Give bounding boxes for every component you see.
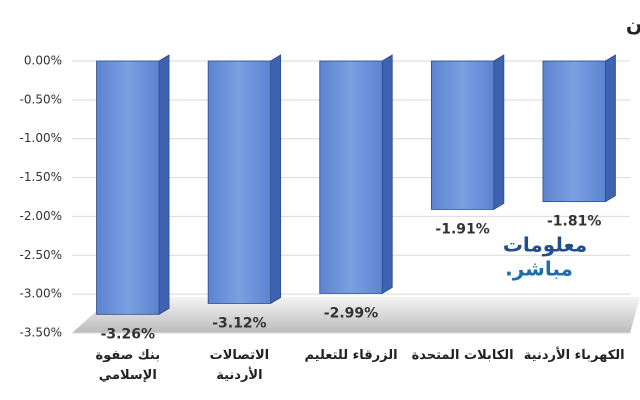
chart-title: أكثر 5 أسهم متراجعة ببورصة عمّان (626, 13, 640, 37)
y-tick-label: -0.50% (20, 92, 62, 106)
x-tick-label: الكهرباء الأردنية (523, 348, 625, 363)
bar-side (605, 54, 616, 203)
x-tick-label: الاتصالات الأردنية (209, 348, 270, 383)
bar (207, 60, 272, 304)
watermark: مباشر. (505, 257, 573, 281)
value-label: -3.12% (212, 315, 266, 331)
bar-side (270, 54, 282, 305)
bar (542, 60, 606, 203)
y-tick-label: 0.00% (24, 54, 62, 68)
value-label: -1.81% (547, 214, 601, 230)
value-label: -3.26% (101, 326, 155, 342)
y-tick-label: -1.00% (20, 131, 62, 145)
value-label: -1.91% (435, 221, 489, 237)
watermark: معلومات (503, 233, 587, 257)
y-tick-label: -3.50% (20, 326, 62, 340)
bar-side (381, 54, 393, 295)
y-tick-label: -2.00% (20, 209, 62, 223)
value-label: -2.99% (324, 305, 378, 321)
y-tick-label: -2.50% (20, 248, 62, 262)
bar (430, 60, 495, 210)
floor (72, 297, 640, 333)
x-tick-label: بنك صفوة الإسلامي (95, 348, 161, 383)
x-tick-label: الكابلات المتحدة (411, 348, 514, 363)
bar-side (493, 54, 505, 211)
bar (96, 60, 160, 315)
y-tick-label: -1.50% (20, 170, 62, 184)
x-tick-label: الزرقاء للتعليم (304, 348, 398, 363)
bar-side (158, 54, 170, 316)
y-tick-label: -3.00% (20, 287, 62, 301)
bar (319, 60, 383, 294)
